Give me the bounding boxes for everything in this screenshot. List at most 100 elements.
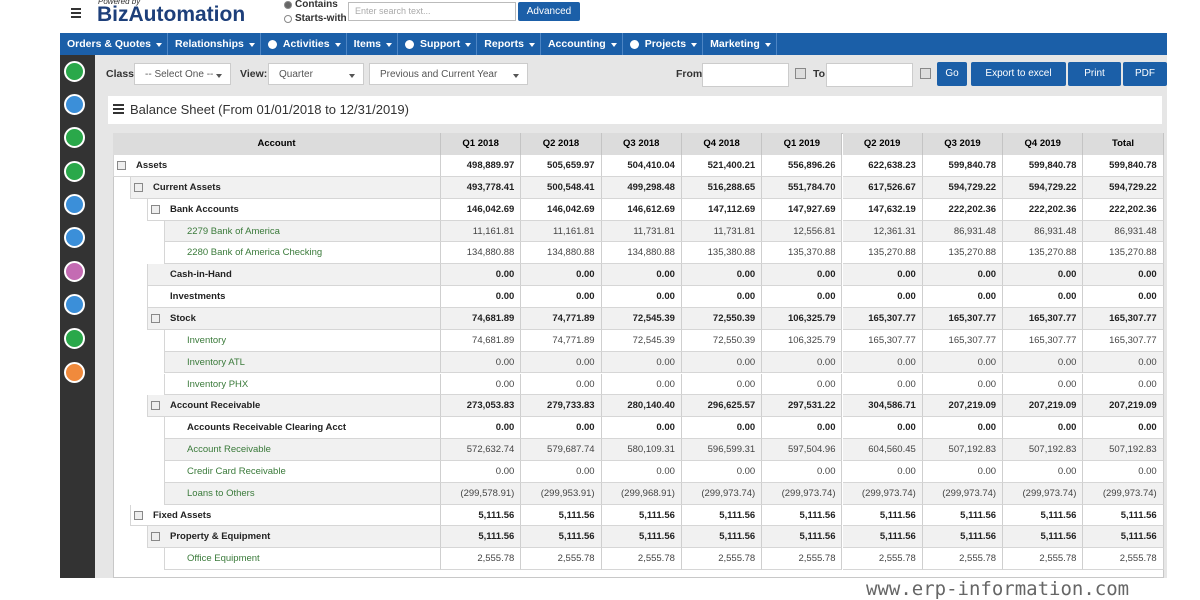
- account-name[interactable]: Credir Card Receivable: [187, 465, 286, 477]
- expander[interactable]: [117, 161, 126, 170]
- nav-label: Items: [353, 38, 382, 50]
- value-cell: 0.00: [601, 460, 682, 483]
- calendar-icon[interactable]: [795, 68, 806, 79]
- radio[interactable]: [284, 1, 292, 9]
- account-name[interactable]: Account Receivable: [187, 444, 271, 456]
- sidebar-icon[interactable]: [64, 94, 85, 115]
- view-select[interactable]: Quarter: [268, 63, 364, 85]
- nav-label: Reports: [484, 38, 524, 50]
- value-cell: 0.00: [922, 351, 1004, 374]
- nav-item[interactable]: Activities: [261, 33, 347, 55]
- value-cell: 146,042.69: [441, 198, 522, 221]
- account-cell: [147, 526, 441, 549]
- value-cell: 0.00: [441, 351, 522, 374]
- account-name[interactable]: Inventory: [187, 334, 227, 346]
- expander[interactable]: [151, 204, 160, 214]
- logo: BizAutomation: [97, 3, 246, 26]
- expander[interactable]: [151, 313, 160, 323]
- value-cell: 0.00: [842, 373, 923, 396]
- value-cell: 0.00: [681, 264, 763, 287]
- value-cell: 0.00: [1083, 460, 1164, 483]
- toolbar-button[interactable]: Go: [937, 62, 967, 86]
- class-select[interactable]: -- Select One --: [134, 63, 231, 85]
- value-cell: 74,771.89: [521, 329, 602, 352]
- account-cell: [147, 395, 441, 418]
- account-name[interactable]: 2279 Bank of America: [187, 225, 280, 237]
- calendar-icon[interactable]: [920, 68, 931, 79]
- sidebar-icon[interactable]: [64, 328, 85, 349]
- value-cell: 597,504.96: [762, 439, 843, 461]
- value-cell: 0.00: [521, 460, 602, 483]
- toolbar-button[interactable]: PDF: [1123, 62, 1167, 86]
- expander[interactable]: [134, 510, 143, 520]
- account-cell: [164, 220, 441, 243]
- nav-item[interactable]: Accounting: [541, 33, 623, 55]
- toolbar-button[interactable]: Print: [1068, 62, 1121, 86]
- value-cell: 2,555.78: [521, 548, 602, 571]
- account-cell: [164, 373, 441, 396]
- date-input[interactable]: [702, 63, 789, 87]
- value-cell: 0.00: [762, 264, 843, 287]
- nav-item[interactable]: Orders & Quotes: [60, 33, 169, 55]
- expander[interactable]: [134, 182, 143, 192]
- account-name[interactable]: 2280 Bank of America Checking: [187, 247, 323, 259]
- value-cell: 0.00: [441, 286, 522, 308]
- account-name[interactable]: Loans to Others: [187, 487, 255, 499]
- search-input[interactable]: [348, 2, 516, 21]
- sidebar-icon[interactable]: [64, 261, 85, 282]
- nav-item[interactable]: Projects: [623, 33, 704, 55]
- value-cell: 0.00: [681, 417, 763, 440]
- filter-label: Class:: [106, 68, 138, 80]
- value-cell: 297,531.22: [762, 395, 843, 418]
- value-cell: 0.00: [762, 286, 843, 308]
- advanced-button[interactable]: Advanced: [518, 2, 580, 21]
- nav-item[interactable]: Marketing: [703, 33, 777, 55]
- toolbar-button[interactable]: Export to excel: [971, 62, 1066, 86]
- expander[interactable]: [151, 401, 160, 411]
- value-cell: 12,361.31: [842, 220, 923, 243]
- account-name[interactable]: Inventory PHX: [187, 378, 249, 390]
- nav-item[interactable]: Reports: [477, 33, 541, 55]
- value-cell: 74,681.89: [441, 307, 522, 330]
- account-name: Stock: [170, 312, 196, 324]
- report-menu-icon[interactable]: [113, 104, 124, 106]
- account-name[interactable]: Inventory ATL: [187, 356, 245, 368]
- value-cell: 5,111.56: [521, 504, 602, 527]
- sidebar-icon[interactable]: [64, 362, 85, 383]
- value-cell: 165,307.77: [922, 329, 1004, 352]
- value-cell: 599,840.78: [922, 155, 1004, 177]
- value-cell: 594,729.22: [1003, 176, 1084, 199]
- menu-icon[interactable]: [71, 8, 81, 10]
- date-input[interactable]: [826, 63, 913, 87]
- value-cell: 0.00: [681, 286, 763, 308]
- account-name: Investments: [170, 291, 226, 303]
- value-cell: 0.00: [1083, 264, 1164, 287]
- value-cell: 599,840.78: [1003, 155, 1084, 177]
- nav-label: Marketing: [710, 38, 760, 50]
- account-name[interactable]: Office Equipment: [187, 553, 260, 565]
- value-cell: 2,555.78: [1003, 548, 1084, 571]
- expander[interactable]: [151, 532, 160, 542]
- period-select[interactable]: Previous and Current Year: [369, 63, 528, 85]
- sidebar-icon[interactable]: [64, 127, 85, 148]
- value-cell: 0.00: [521, 286, 602, 308]
- value-cell: 498,889.97: [441, 155, 522, 177]
- sidebar-icon[interactable]: [64, 227, 85, 248]
- sidebar-icon[interactable]: [64, 294, 85, 315]
- nav-item[interactable]: Support: [398, 33, 478, 55]
- report-title: Balance Sheet (From 01/01/2018 to 12/31/…: [130, 102, 409, 117]
- value-cell: 0.00: [681, 351, 763, 374]
- nav-item[interactable]: Items: [347, 33, 399, 55]
- value-cell: 5,111.56: [1003, 504, 1084, 527]
- sidebar-icon[interactable]: [64, 61, 85, 82]
- value-cell: (299,973.74): [922, 482, 1004, 505]
- sidebar-icon[interactable]: [64, 194, 85, 215]
- value-cell: (299,953.91): [521, 482, 602, 505]
- sidebar-icon[interactable]: [64, 161, 85, 182]
- value-cell: 5,111.56: [681, 526, 763, 549]
- nav-item[interactable]: Relationships: [168, 33, 261, 55]
- account-cell: [164, 439, 441, 461]
- powered-by: Powered by: [98, 0, 141, 6]
- radio[interactable]: [284, 15, 292, 23]
- value-cell: 5,111.56: [441, 526, 522, 549]
